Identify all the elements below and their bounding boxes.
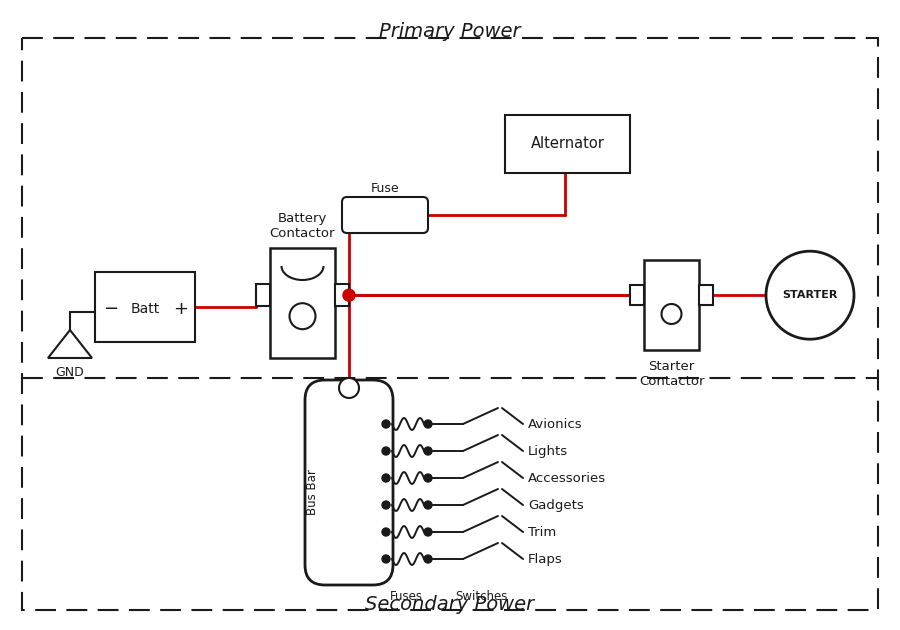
Text: +: + [174, 300, 188, 318]
Circle shape [424, 420, 432, 428]
Bar [270, 248, 335, 358]
Text: Fuses: Fuses [390, 590, 422, 603]
Circle shape [766, 251, 854, 339]
Text: Accessories: Accessories [528, 471, 606, 484]
Text: Flaps: Flaps [528, 553, 562, 566]
Circle shape [424, 555, 432, 563]
Circle shape [424, 528, 432, 536]
Text: Alternator: Alternator [531, 137, 605, 151]
Text: Battery
Contactor: Battery Contactor [270, 212, 335, 240]
Text: Trim: Trim [528, 525, 556, 539]
Text: Batt: Batt [130, 302, 159, 316]
Circle shape [339, 378, 359, 398]
Text: GND: GND [56, 366, 85, 379]
Circle shape [343, 289, 355, 301]
Text: STARTER: STARTER [782, 290, 838, 301]
Text: Bus Bar: Bus Bar [307, 469, 320, 515]
FancyBboxPatch shape [305, 380, 393, 585]
Circle shape [382, 447, 390, 455]
Circle shape [382, 474, 390, 482]
Circle shape [424, 447, 432, 455]
Circle shape [382, 528, 390, 536]
Bar [505, 115, 630, 173]
Bar [644, 260, 699, 350]
Circle shape [382, 420, 390, 428]
Text: Starter
Contactor: Starter Contactor [639, 360, 704, 388]
Text: Gadgets: Gadgets [528, 498, 584, 512]
Text: Fuse: Fuse [371, 182, 400, 195]
Bar [256, 284, 270, 306]
Text: Secondary Power: Secondary Power [365, 595, 535, 614]
Bar [335, 284, 349, 306]
Bar [95, 272, 195, 342]
Text: Avionics: Avionics [528, 418, 582, 430]
Text: Primary Power: Primary Power [379, 22, 521, 41]
Bar [699, 285, 713, 305]
Circle shape [382, 501, 390, 509]
Circle shape [382, 555, 390, 563]
Bar [630, 285, 644, 305]
Text: −: − [104, 300, 119, 318]
FancyBboxPatch shape [342, 197, 428, 233]
Circle shape [424, 501, 432, 509]
Circle shape [424, 474, 432, 482]
Text: Switches: Switches [454, 590, 508, 603]
Text: Lights: Lights [528, 445, 568, 457]
